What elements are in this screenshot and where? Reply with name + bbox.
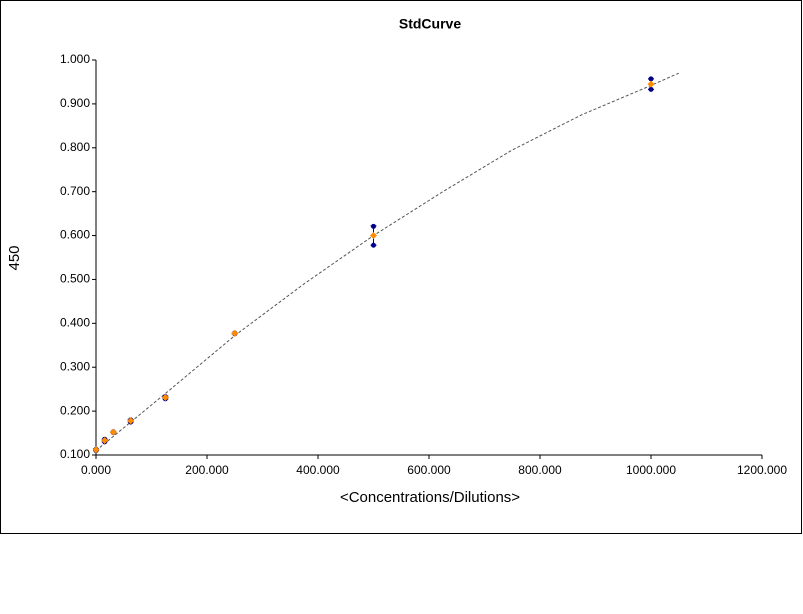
fit-curve bbox=[95, 72, 679, 451]
chart-title: StdCurve bbox=[399, 16, 461, 32]
y-tick-label: 1.000 bbox=[60, 52, 90, 66]
replicate-point bbox=[371, 223, 376, 229]
replicate-point bbox=[371, 242, 376, 248]
mean-point bbox=[101, 437, 109, 445]
mean-point bbox=[231, 329, 239, 337]
x-tick-label: 200.000 bbox=[185, 463, 229, 477]
y-tick-label: 0.200 bbox=[60, 403, 90, 417]
mean-point bbox=[161, 394, 169, 402]
mean-point bbox=[92, 446, 100, 454]
chart-frame bbox=[0, 0, 802, 534]
x-axis-label: <Concentrations/Dilutions> bbox=[340, 489, 520, 506]
x-tick-label: 1200.000 bbox=[737, 463, 787, 477]
y-tick-label: 0.500 bbox=[60, 272, 90, 286]
mean-point bbox=[109, 428, 117, 436]
y-tick-label: 0.700 bbox=[60, 184, 90, 198]
y-tick-label: 0.600 bbox=[60, 228, 90, 242]
replicate-point bbox=[648, 76, 654, 82]
mean-point bbox=[127, 417, 135, 425]
x-tick-label: 600.000 bbox=[407, 463, 451, 477]
x-tick-label: 1000.000 bbox=[626, 463, 676, 477]
y-tick-label: 0.300 bbox=[60, 359, 90, 373]
x-tick-label: 0.000 bbox=[81, 463, 111, 477]
x-tick-label: 800.000 bbox=[518, 463, 562, 477]
y-tick-label: 0.400 bbox=[60, 316, 90, 330]
y-tick-label: 0.900 bbox=[60, 96, 90, 110]
y-axis-label: 450 bbox=[6, 245, 23, 270]
mean-point bbox=[370, 232, 377, 240]
x-tick-label: 400.000 bbox=[296, 463, 340, 477]
replicate-point bbox=[648, 86, 654, 92]
y-tick-label: 0.800 bbox=[60, 140, 90, 154]
y-tick-label: 0.100 bbox=[60, 447, 90, 461]
mean-point bbox=[647, 80, 655, 88]
